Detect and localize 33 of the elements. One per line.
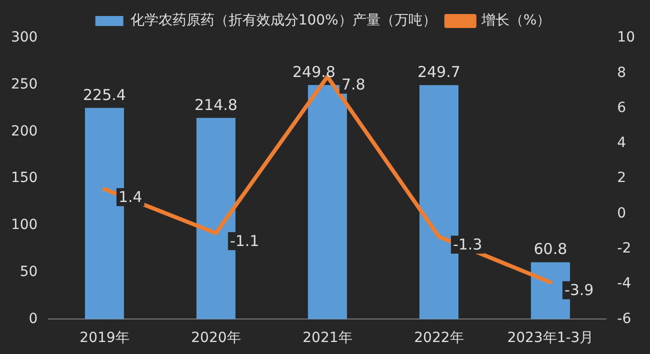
y-tick-label: 200 [10, 123, 38, 140]
y2-tick-label: -6 [617, 310, 632, 327]
legend-label: 化学农药原药（折有效成分100%）产量（万吨） [130, 12, 436, 29]
y2-tick-label: 0 [617, 205, 626, 222]
x-tick-label: 2022年 [414, 330, 464, 346]
y2-tick-label: 4 [617, 135, 626, 152]
y-tick-label: 150 [10, 170, 38, 186]
y2-tick-label: 2 [617, 170, 626, 186]
x-tick-label: 2020年 [191, 330, 241, 346]
data-label: 225.4 [82, 86, 126, 104]
y2-tick-label: 10 [617, 30, 636, 46]
data-label: 249.7 [417, 63, 460, 82]
y2-tick-label: -2 [617, 240, 632, 257]
y2-tick-label: 8 [617, 64, 626, 81]
y-tick-label: 300 [10, 30, 38, 46]
data-label: -1.3 [452, 235, 482, 254]
data-label: 249.8 [292, 62, 336, 81]
data-label: -3.9 [564, 281, 594, 300]
x-tick-label: 2021年 [302, 330, 352, 346]
y-tick-label: 100 [10, 217, 38, 234]
data-label: -1.1 [230, 232, 260, 250]
data-label: 214.8 [194, 96, 238, 114]
data-label: 1.4 [118, 188, 142, 206]
y-tick-label: 50 [20, 264, 38, 280]
y-tick-label: 0 [28, 310, 38, 327]
x-tick-label: 2019年 [80, 330, 130, 346]
legend-label: 增长（%） [480, 12, 551, 29]
y2-tick-label: 6 [617, 100, 626, 116]
y2-tick-label: -4 [617, 276, 632, 292]
y-tick-label: 250 [10, 76, 38, 93]
data-label: 60.8 [534, 240, 568, 258]
data-label: 7.8 [341, 76, 366, 94]
x-tick-label: 2023年1-3月 [507, 330, 594, 346]
